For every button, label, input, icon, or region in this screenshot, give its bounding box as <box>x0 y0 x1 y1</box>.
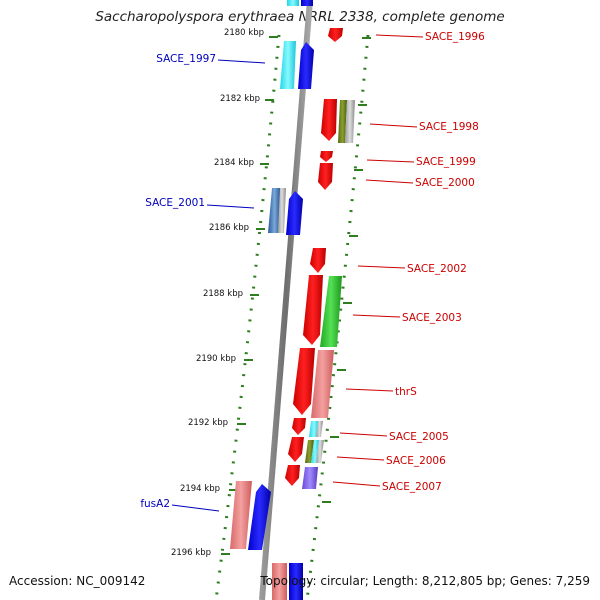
outer-scale-ring <box>305 34 370 600</box>
gene-arrow-sace-2003-green[interactable] <box>320 276 342 347</box>
genome-backbone <box>259 0 313 600</box>
inner-scale-ring <box>214 34 281 600</box>
gene-block[interactable] <box>289 563 303 600</box>
gene-arrow-sace-2007[interactable] <box>285 465 300 486</box>
tick-label: 2186 kbp <box>209 223 249 233</box>
gene-block[interactable] <box>301 0 313 6</box>
forward-strand-genes <box>230 0 314 600</box>
gene-arrow-thrs[interactable] <box>293 348 315 415</box>
gene-label-sace-2007[interactable]: SACE_2007 <box>382 481 442 493</box>
gene-label-sace-2001[interactable]: SACE_2001 <box>145 197 205 209</box>
leader-line <box>366 159 415 163</box>
leader-line <box>336 456 385 461</box>
gene-label-sace-2003[interactable]: SACE_2003 <box>402 312 462 324</box>
gene-arrow-sace-2006-gray[interactable] <box>316 440 324 463</box>
gene-arrow-fusa2-pink[interactable] <box>230 481 252 549</box>
gene-arrow-sace-2006-cyan[interactable] <box>311 440 319 463</box>
gene-arrow-sace-2000[interactable] <box>318 163 333 190</box>
gene-label-fusa2[interactable]: fusA2 <box>140 498 170 510</box>
gene-arrow-sace-1998-gray[interactable] <box>345 100 355 143</box>
gene-label-sace-2000[interactable]: SACE_2000 <box>415 177 475 189</box>
gene-arrow-sace-2001[interactable] <box>286 191 303 235</box>
tick-label: 2194 kbp <box>180 484 220 494</box>
gene-arrow-sace-1999[interactable] <box>320 151 333 162</box>
leader-line <box>332 481 381 487</box>
tick-label: 2190 kbp <box>196 354 236 364</box>
leader-line <box>345 388 394 392</box>
leader-line <box>171 504 220 512</box>
tick-label: 2184 kbp <box>214 158 254 168</box>
accession-text: Accession: NC_009142 <box>9 574 146 588</box>
reverse-strand-genes <box>285 28 355 489</box>
leader-line <box>352 314 401 318</box>
gene-label-sace-1998[interactable]: SACE_1998 <box>419 121 479 133</box>
leader-line <box>375 34 424 38</box>
gene-label-thrs[interactable]: thrS <box>395 386 417 398</box>
gene-arrow-sace-2006[interactable] <box>288 437 304 462</box>
gene-arrow-sace-2001-steel[interactable] <box>268 188 281 233</box>
tick-label: 2182 kbp <box>220 94 260 104</box>
gene-label-sace-1996[interactable]: SACE_1996 <box>425 31 485 43</box>
gene-arrow-sace-2007-purple[interactable] <box>302 467 318 489</box>
leader-line <box>357 265 406 269</box>
tick-label: 2192 kbp <box>188 418 228 428</box>
tick-label: 2196 kbp <box>171 548 211 558</box>
gene-label-sace-1997[interactable]: SACE_1997 <box>156 53 216 65</box>
gene-label-sace-1999[interactable]: SACE_1999 <box>416 156 476 168</box>
gene-arrow-sace-1997-cyan[interactable] <box>280 41 296 89</box>
gene-arrow-sace-1996[interactable] <box>328 28 343 42</box>
gene-block[interactable] <box>272 563 287 600</box>
gene-arrow-thrs-pink[interactable] <box>311 350 334 418</box>
leader-line <box>369 123 418 128</box>
gene-arrow-sace-2002[interactable] <box>310 248 326 273</box>
gene-label-sace-2006[interactable]: SACE_2006 <box>386 455 446 467</box>
leader-line <box>339 432 388 437</box>
gene-arrow-sace-2005[interactable] <box>292 418 306 435</box>
tick-label: 2188 kbp <box>203 289 243 299</box>
topology-summary: Topology: circular; Length: 8,212,805 bp… <box>260 574 590 588</box>
gene-label-sace-2005[interactable]: SACE_2005 <box>389 431 449 443</box>
gene-arrow-sace-1997[interactable] <box>298 42 314 89</box>
leader-line <box>365 179 414 184</box>
leader-line <box>206 204 255 209</box>
page-title: Saccharopolyspora erythraea NRRL 2338, c… <box>95 9 505 25</box>
gene-block[interactable] <box>287 0 299 6</box>
scale-ticks <box>221 36 371 555</box>
gene-arrow-sace-2005-gray[interactable] <box>316 421 323 437</box>
leader-line <box>217 59 266 64</box>
gene-arrow-sace-1998-olive[interactable] <box>338 100 347 143</box>
gene-arrow-sace-1998[interactable] <box>321 99 337 141</box>
gene-label-sace-2002[interactable]: SACE_2002 <box>407 263 467 275</box>
gene-arrow-sace-2003[interactable] <box>303 275 323 345</box>
tick-label: 2180 kbp <box>224 28 264 38</box>
gene-arrow-fusa2[interactable] <box>248 484 271 550</box>
gene-arrow-sace-2001-gray[interactable] <box>278 188 286 233</box>
